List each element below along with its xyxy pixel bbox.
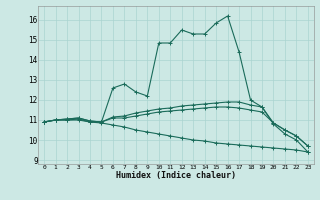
X-axis label: Humidex (Indice chaleur): Humidex (Indice chaleur) <box>116 171 236 180</box>
